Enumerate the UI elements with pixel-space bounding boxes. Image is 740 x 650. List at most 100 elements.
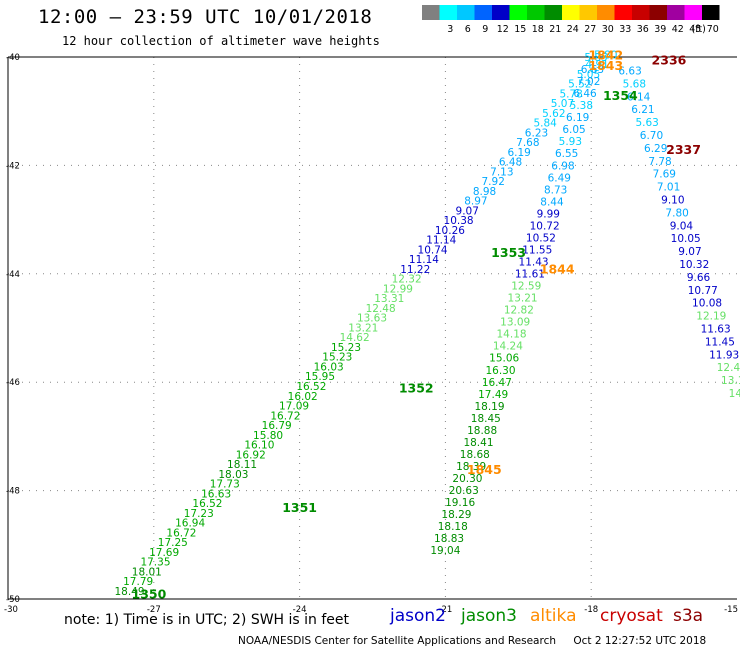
wave-height-point: 20.30 xyxy=(452,473,482,485)
chart-subtitle: 12 hour collection of altimeter wave hei… xyxy=(62,34,380,48)
colorbar-swatch xyxy=(684,5,702,20)
wave-height-point: 18.03 xyxy=(218,469,248,481)
wave-height-point: 12.82 xyxy=(504,305,534,317)
wave-height-point: 9.10 xyxy=(661,195,684,207)
wave-height-point: 7.68 xyxy=(516,137,539,149)
pass-number-label: 1351 xyxy=(282,500,317,515)
colorbar-tick-label: 12 xyxy=(497,24,509,35)
wave-height-point: 18.18 xyxy=(438,521,468,533)
wave-height-point: 7.13 xyxy=(490,166,513,178)
wave-height-point: 5.78 xyxy=(559,88,582,100)
generated-timestamp: Oct 2 12:27:52 UTC 2018 xyxy=(573,635,707,647)
satellite-legend-jason3: jason3 xyxy=(461,606,517,626)
wave-height-point: 11.93 xyxy=(709,349,739,361)
wave-height-point: 10.38 xyxy=(444,215,474,227)
wave-height-point: 9.04 xyxy=(670,220,694,232)
wave-height-point: 16.94 xyxy=(175,518,205,530)
wave-height-point: 12.19 xyxy=(696,311,726,323)
wave-height-point: 11.61 xyxy=(515,269,545,281)
axis-ticks: -40 -42 -44 -46 -48 -50-30 -27 -24 -21 -18 -15 xyxy=(4,53,738,615)
wave-height-point: 10.32 xyxy=(679,259,709,271)
wave-height-point: 7.92 xyxy=(482,176,505,188)
wave-height-point: 8.97 xyxy=(464,196,487,208)
wave-height-point: 15.23 xyxy=(331,342,361,354)
wave-height-point: 6.23 xyxy=(525,127,548,139)
wave-height-point: 5.84 xyxy=(533,118,557,130)
y-tick-label: -40 xyxy=(6,53,20,63)
wave-height-point: 17.49 xyxy=(478,389,508,401)
colorbar-swatch xyxy=(422,5,440,20)
wave-height-point: 9.99 xyxy=(537,208,560,220)
wave-height-point: 18.88 xyxy=(467,425,497,437)
wave-height-point: 5.68 xyxy=(623,78,646,90)
wave-height-point: 11.14 xyxy=(409,254,439,266)
colorbar-swatch xyxy=(632,5,650,20)
wave-height-point: 16.02 xyxy=(288,391,318,403)
wave-height-point: 17.73 xyxy=(210,479,240,491)
satellite-legend-s3a: s3a xyxy=(673,606,704,626)
wave-height-point: 18.41 xyxy=(463,437,493,449)
wave-height-point: 16.52 xyxy=(296,381,326,393)
wave-height-point: 11.55 xyxy=(522,244,552,256)
wave-height-point: 5.93 xyxy=(559,136,582,148)
wave-height-point: 5.52 xyxy=(568,79,591,91)
colorbar-tick-label: 45 xyxy=(689,24,701,35)
wave-height-point: 6.21 xyxy=(631,104,654,116)
grid-lines xyxy=(8,57,737,599)
colorbar-tick-label: 39 xyxy=(654,24,666,35)
colorbar-swatch xyxy=(544,5,562,20)
wave-height-point: 15.23 xyxy=(322,352,352,364)
chart-title: 12:00 — 23:59 UTC 10/01/2018 xyxy=(38,6,373,28)
wave-height-point: 13.21 xyxy=(508,293,538,305)
x-tick-label: -27 xyxy=(147,605,161,615)
colorbar-swatch xyxy=(702,5,720,20)
wave-height-point: 16.47 xyxy=(482,377,512,389)
wave-height-point: 13.1 xyxy=(721,375,740,387)
wave-height-point: 15.95 xyxy=(305,371,335,383)
wave-height-point: 5.62 xyxy=(542,108,565,120)
wave-height-point: 18.45 xyxy=(471,413,501,425)
wave-height-point: 18.01 xyxy=(132,566,162,578)
wave-height-point: 14.62 xyxy=(340,332,370,344)
wave-height-point: 10.05 xyxy=(671,233,701,245)
wave-height-point: 11.63 xyxy=(701,324,731,336)
wave-height-point: 6.49 xyxy=(548,172,571,184)
x-tick-label: -24 xyxy=(293,605,307,615)
wave-height-point: 15.06 xyxy=(489,353,519,365)
pass-number-label: 1353 xyxy=(491,245,526,260)
wave-height-point: 19.16 xyxy=(445,497,475,509)
wave-height-point: 6.19 xyxy=(566,112,589,124)
wave-height-point: 7.02 xyxy=(577,76,600,88)
wave-height-point: 16.79 xyxy=(262,420,292,432)
wave-height-point: 12.59 xyxy=(511,281,541,293)
wave-height-point: 16.30 xyxy=(485,365,515,377)
wave-height-point: 6.55 xyxy=(555,148,578,160)
colorbar-swatch xyxy=(527,5,545,20)
wave-height-point: 7.69 xyxy=(653,169,676,181)
colorbar-swatch xyxy=(492,5,510,20)
y-tick-label: -44 xyxy=(6,270,20,280)
y-tick-label: -48 xyxy=(6,487,20,497)
footer-credit: NOAA/NESDIS Center for Satellite Applica… xyxy=(238,635,706,647)
pass-number-label: 2336 xyxy=(652,53,687,68)
satellite-legend-cryosat: cryosat xyxy=(600,606,663,626)
wave-height-point: 5.38 xyxy=(570,100,593,112)
colorbar-tick-label: 15 xyxy=(514,24,526,35)
wave-height-point: 14. xyxy=(729,388,740,400)
wave-height-point: 10.52 xyxy=(526,232,556,244)
colorbar-unit: (ft) xyxy=(692,24,706,35)
wave-height-point: 7.78 xyxy=(648,156,671,168)
colorbar-tick-label: 9 xyxy=(482,24,488,35)
colorbar-tick-label: 36 xyxy=(637,24,649,35)
credit-text: NOAA/NESDIS Center for Satellite Applica… xyxy=(238,635,556,647)
wave-height-point: 6.63 xyxy=(618,66,641,78)
colorbar-tick-label: 30 xyxy=(602,24,614,35)
wave-height-point: 16.72 xyxy=(166,527,196,539)
wave-height-point: 17.79 xyxy=(123,576,153,588)
x-tick-label: -21 xyxy=(438,605,452,615)
pass-number-label: 1844 xyxy=(540,261,575,276)
colorbar-swatch xyxy=(474,5,492,20)
